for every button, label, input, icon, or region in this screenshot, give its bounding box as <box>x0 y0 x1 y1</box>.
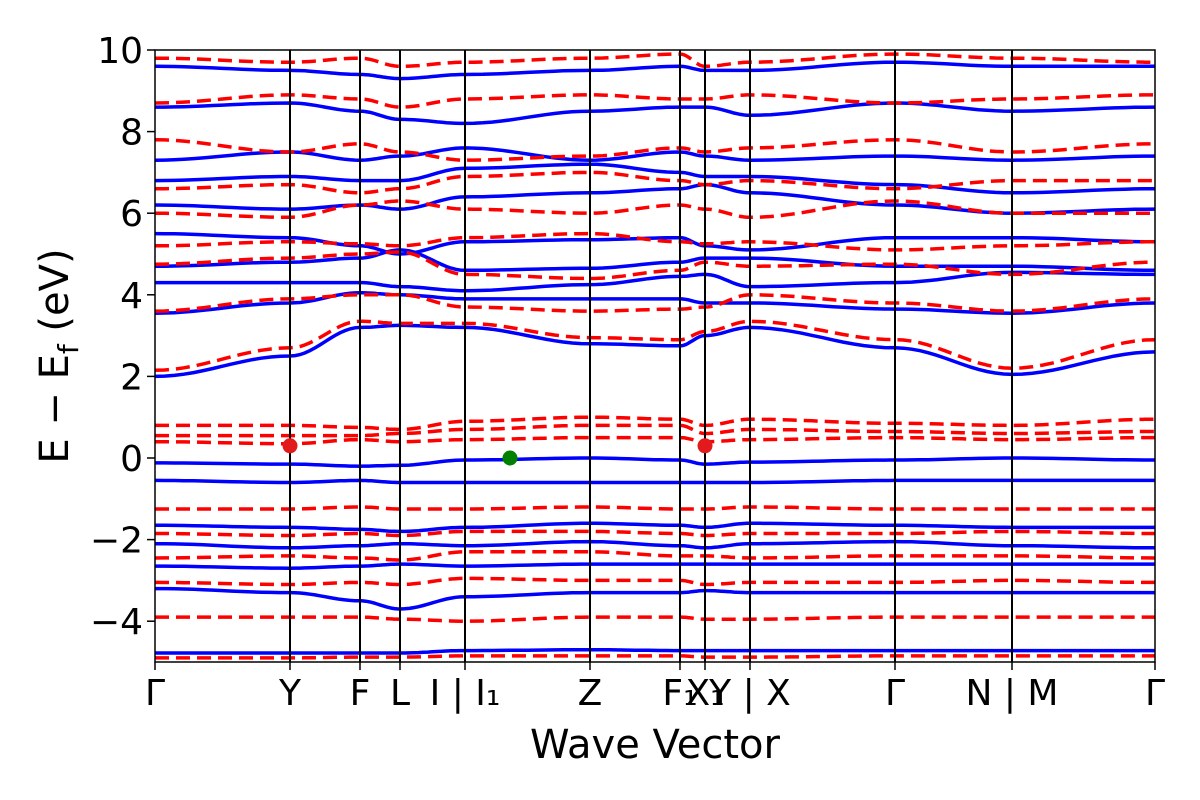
x-tick-label-3: L <box>390 673 410 714</box>
y-axis-label: E − Ef (eV) <box>32 248 85 463</box>
y-axis-label-main: E − E <box>32 354 78 464</box>
x-tick-label-9: Γ <box>885 673 905 714</box>
y-tick-label-7: 10 <box>97 31 143 72</box>
dashed-band-17 <box>155 52 1155 69</box>
dashed-band-2 <box>155 576 1155 587</box>
dashed-band-16 <box>155 93 1155 109</box>
dashed-band-14 <box>155 170 1155 195</box>
x-tick-label-8: Y | X <box>708 673 791 714</box>
solid-band-3 <box>155 539 1155 550</box>
x-tick-label-11: Γ <box>1145 673 1165 714</box>
solid-band-12 <box>155 182 1155 215</box>
x-tick-label-6: F₁ <box>662 673 697 714</box>
solid-band-1 <box>155 586 1155 611</box>
dashed-band-12 <box>155 231 1155 252</box>
dashed-band-8 <box>155 415 1155 432</box>
x-tick-label-1: Y <box>278 673 302 714</box>
band-edge-markers <box>282 438 713 466</box>
solid-band-16 <box>155 60 1155 81</box>
solid-band-13 <box>155 162 1155 195</box>
y-tick-label-4: 4 <box>120 276 143 317</box>
solid-band-4 <box>155 521 1155 534</box>
x-axis-label: Wave Vector <box>530 722 781 768</box>
dashed-band-7 <box>155 423 1155 438</box>
solid-band-0 <box>155 648 1155 655</box>
y-tick-label-2: 0 <box>120 439 143 480</box>
x-tick-label-5: Z <box>578 673 603 714</box>
dashed-band-10 <box>155 293 1155 313</box>
solid-band-8 <box>155 291 1155 315</box>
dashed-band-4 <box>155 529 1155 538</box>
y-axis-ticks: −4 −2 0 2 4 6 8 10 <box>90 31 155 643</box>
y-tick-label-3: 2 <box>120 357 143 398</box>
dashed-band-0 <box>155 654 1155 660</box>
y-axis-label-unit: (eV) <box>32 248 78 344</box>
x-tick-label-2: F <box>350 673 371 714</box>
solid-band-7 <box>155 323 1155 379</box>
solid-band-2 <box>155 562 1155 570</box>
y-tick-label-6: 8 <box>120 113 143 154</box>
dashed-band-9 <box>155 319 1155 373</box>
solid-band-9 <box>155 270 1155 293</box>
x-tick-label-0: Γ <box>145 673 165 714</box>
solid-band-11 <box>155 231 1155 256</box>
solid-band-15 <box>155 101 1155 126</box>
x-tick-label-4: I | I₁ <box>430 673 501 714</box>
band-edge-marker-1 <box>502 450 518 466</box>
dashed-band-15 <box>155 138 1155 162</box>
dashed-band-3 <box>155 550 1155 562</box>
y-tick-label-1: −2 <box>90 521 143 562</box>
y-tick-label-5: 6 <box>120 194 143 235</box>
dashed-band-5 <box>155 505 1155 511</box>
solid-band-5 <box>155 478 1155 485</box>
x-tick-label-10: N | M <box>965 673 1058 714</box>
y-axis-label-subscript: f <box>52 343 85 354</box>
band-lines <box>155 52 1155 660</box>
band-edge-marker-0 <box>282 438 298 454</box>
band-edge-marker-2 <box>697 438 713 454</box>
high-symmetry-lines <box>289 50 1013 662</box>
dashed-band-1 <box>155 615 1155 623</box>
plot-frame <box>154 49 1156 663</box>
y-tick-label-0: −4 <box>90 602 143 643</box>
solid-band-10 <box>155 248 1155 273</box>
dashed-band-13 <box>155 199 1155 220</box>
solid-band-6 <box>155 456 1155 468</box>
solid-band-14 <box>155 146 1155 162</box>
x-tick-label-7: X₁ <box>685 673 724 714</box>
dashed-band-11 <box>155 250 1155 281</box>
dashed-band-6 <box>155 435 1155 446</box>
